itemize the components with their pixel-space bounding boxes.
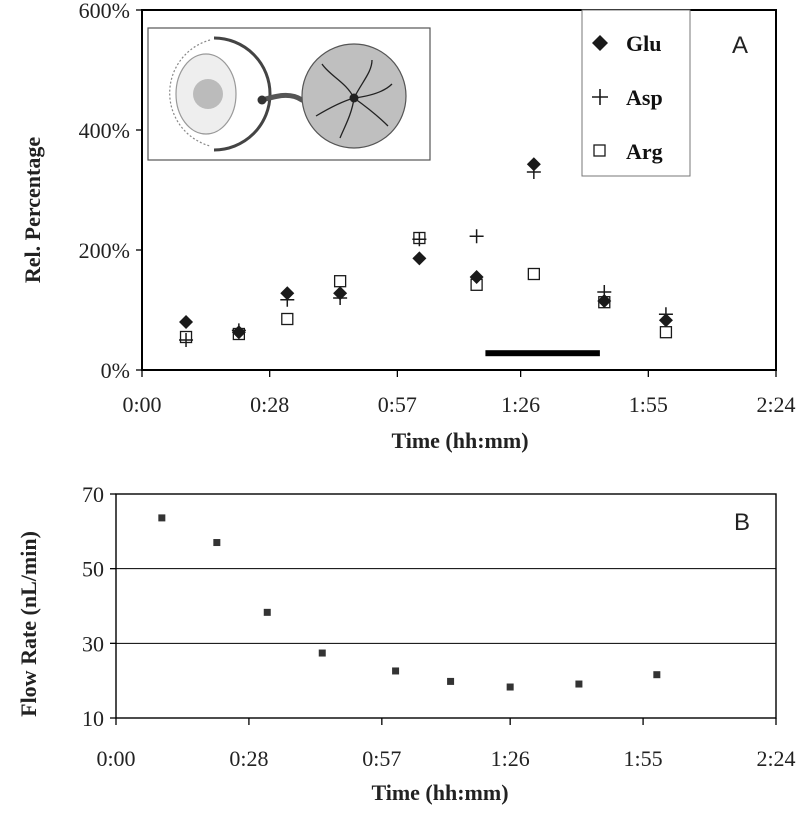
legend-label-arg: Arg [626, 139, 663, 164]
legend-item-asp: Asp [592, 85, 663, 110]
panel-a-legend: Glu Asp Arg [581, 9, 691, 177]
legend-item-glu: Glu [592, 31, 661, 56]
a-x-tick-label: 1:26 [501, 392, 540, 417]
a-point-arg [413, 231, 426, 245]
a-point-glu [526, 157, 541, 172]
b-x-tick-label: 0:28 [229, 746, 268, 771]
a-point-glu [412, 251, 427, 266]
a-point-glu [597, 294, 612, 308]
a-x-tick-label: 0:28 [250, 392, 289, 417]
b-y-tick-label: 50 [82, 557, 104, 582]
a-y-tick-label: 400% [79, 118, 130, 143]
b-x-tick-label: 1:55 [624, 746, 663, 771]
a-point-arg [598, 296, 611, 309]
b-point-series [263, 608, 271, 616]
b-x-tick-label: 0:57 [362, 746, 401, 771]
b-point-series [392, 667, 400, 675]
a-point-asp [231, 323, 246, 338]
b-y-tick-label: 30 [82, 631, 104, 656]
b-point-series [447, 677, 455, 685]
panel-b-x-axis-label: Time (hh:mm) [371, 780, 508, 805]
a-y-tick-label: 600% [79, 0, 130, 23]
a-point-arg [527, 267, 540, 281]
panel-b-letter: B [734, 509, 750, 536]
a-point-arg [281, 312, 294, 326]
panel-b-plot-frame [115, 493, 777, 719]
b-point-series [318, 649, 326, 657]
panel-b-y-axis-label: Flow Rate (nL/min) [16, 531, 41, 717]
panel-a-chart: 0:00 0:28 0:57 1:26 1:55 2:24 0%200%400%600% … [20, 0, 796, 453]
a-x-tick-label: 0:00 [122, 392, 161, 417]
legend-marker-glu [592, 35, 608, 51]
a-x-tick-label: 1:55 [629, 392, 668, 417]
a-point-glu [179, 315, 194, 329]
b-x-tick-label: 0:00 [96, 746, 135, 771]
a-point-asp [280, 292, 295, 307]
a-point-asp [333, 291, 348, 305]
a-point-arg [659, 326, 673, 339]
legend-item-arg: Arg [593, 139, 663, 164]
a-point-arg [470, 278, 483, 291]
a-point-asp [179, 333, 194, 347]
legend-marker-asp [592, 89, 608, 105]
a-y-tick-label: 200% [79, 238, 130, 263]
a-point-asp [526, 165, 541, 179]
legend-label-glu: Glu [626, 31, 661, 56]
b-point-series [653, 671, 661, 679]
stimulus-period-bar [485, 350, 600, 357]
legend-marker-arg [593, 144, 606, 157]
a-y-tick-label: 0% [101, 358, 130, 383]
b-x-tick-label: 2:24 [756, 746, 795, 771]
panel-a-x-axis-label: Time (hh:mm) [391, 428, 528, 453]
panel-a-letter: A [732, 32, 748, 59]
a-x-tick-label: 0:57 [378, 392, 417, 417]
b-point-series [575, 680, 583, 688]
b-point-series [213, 539, 221, 547]
retina-flatmount-icon [301, 43, 407, 149]
b-point-series [506, 683, 514, 691]
a-x-tick-label: 2:24 [756, 392, 795, 417]
b-x-tick-label: 1:26 [491, 746, 530, 771]
a-point-asp [469, 229, 484, 244]
a-point-arg [179, 330, 193, 344]
b-point-series [158, 514, 166, 522]
panel-a-plot-frame [141, 9, 777, 371]
a-point-arg [232, 327, 246, 341]
eye-cross-section-icon [169, 36, 305, 152]
b-y-tick-label: 10 [82, 706, 104, 731]
eye-diagram-inset [147, 27, 431, 161]
panel-b-chart: 0:00 0:28 0:57 1:26 1:55 2:24 10 30 50 70 Time (… [16, 482, 796, 805]
a-point-arg [333, 275, 347, 288]
b-y-tick-label: 70 [82, 482, 104, 507]
a-point-glu [469, 270, 484, 284]
a-point-asp [658, 307, 673, 322]
panel-a-y-axis-label: Rel. Percentage [20, 137, 45, 283]
legend-label-asp: Asp [626, 85, 663, 110]
